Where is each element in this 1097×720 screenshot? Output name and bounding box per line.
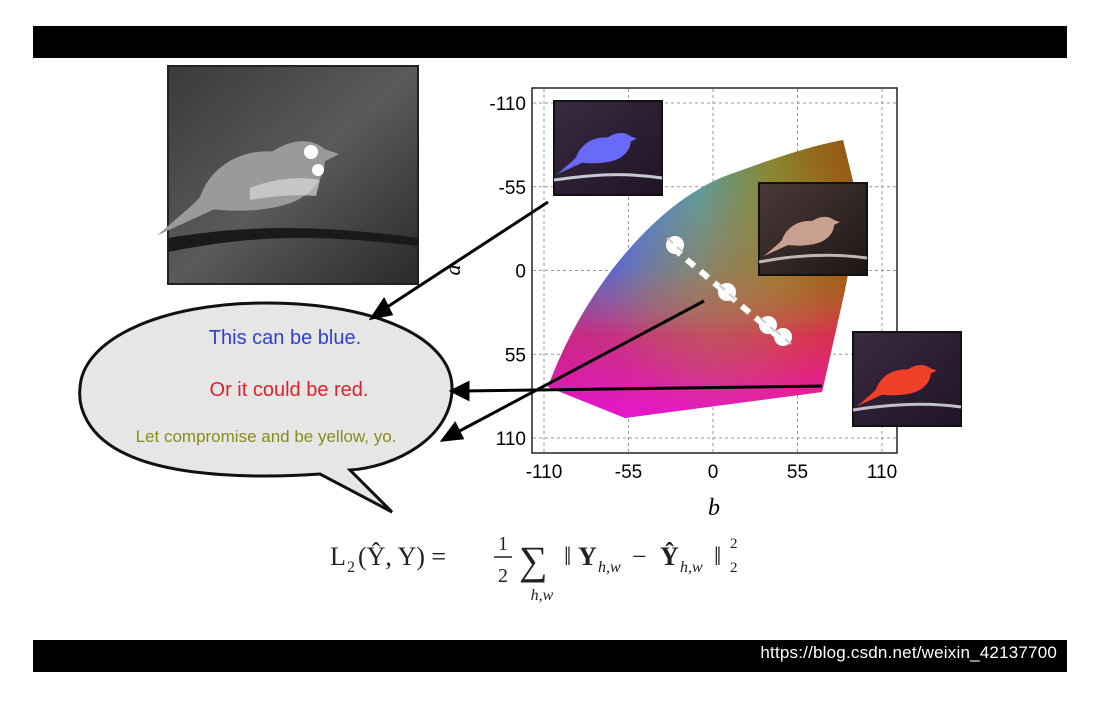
target-marker-icon: [665, 235, 793, 347]
formula-yhat-sub: h,w: [680, 559, 703, 576]
formula-norm-sub: 2: [730, 560, 738, 576]
x-tick-label: -55: [615, 462, 642, 483]
brown-bird-icon: [758, 182, 868, 276]
y-tick-label: -55: [499, 178, 526, 199]
formula-frac-num: 1: [498, 533, 508, 555]
bubble-line-blue: This can be blue.: [209, 327, 361, 349]
formula-y-sub: h,w: [598, 559, 621, 576]
x-tick-label: 0: [708, 462, 719, 483]
x-tick-label: 110: [867, 462, 897, 483]
watermark: https://blog.csdn.net/weixin_42137700: [760, 643, 1057, 662]
formula-yhat: Ŷ: [660, 542, 679, 571]
y-tick-labels: -110 -55 0 55 110: [489, 94, 526, 450]
x-tick-label: -110: [526, 462, 563, 483]
bird-photo-icon: [156, 65, 419, 285]
formula-norm-open: ‖: [564, 542, 571, 571]
loss-formula: L 2 (Ŷ, Y) = 1 2 ∑ h,w ‖ Y h,w − Ŷ h,w ‖…: [330, 533, 738, 604]
y-tick-label: -110: [489, 94, 526, 115]
bottom-black-bar: [33, 640, 1067, 672]
formula-args: (Ŷ, Y) =: [358, 542, 446, 571]
formula-lhs: L: [330, 542, 346, 571]
y-tick-label: 0: [515, 262, 526, 283]
formula-frac-den: 2: [498, 565, 508, 587]
arrows: [368, 200, 823, 442]
y-tick-label: 55: [505, 345, 526, 366]
x-axis-label: b: [708, 495, 720, 521]
formula-lhs-sub: 2: [347, 559, 355, 576]
bubble-line-red: Or it could be red.: [210, 379, 369, 401]
color-gamut: [548, 140, 860, 418]
x-tick-label: 55: [787, 462, 808, 483]
formula-sum: ∑: [519, 538, 548, 583]
speech-bubble: This can be blue. Or it could be red. Le…: [78, 301, 454, 514]
blue-bird-icon: [553, 100, 663, 196]
formula-sum-sub: h,w: [531, 587, 554, 604]
formula-norm-close: ‖: [714, 542, 721, 571]
formula-y: Y: [578, 542, 597, 571]
ab-chart: -110 -55 0 55 110 -110 -55 0 55 110 b a: [440, 87, 898, 521]
formula-norm-sup: 2: [730, 536, 738, 552]
y-axis-label: a: [440, 265, 465, 276]
formula-minus: −: [632, 542, 647, 571]
bubble-line-yellow: Let compromise and be yellow, yo.: [136, 427, 397, 446]
y-tick-label: 110: [496, 429, 526, 450]
top-black-bar: [33, 26, 1067, 58]
x-tick-labels: -110 -55 0 55 110: [526, 462, 897, 483]
red-bird-icon: [852, 331, 962, 427]
